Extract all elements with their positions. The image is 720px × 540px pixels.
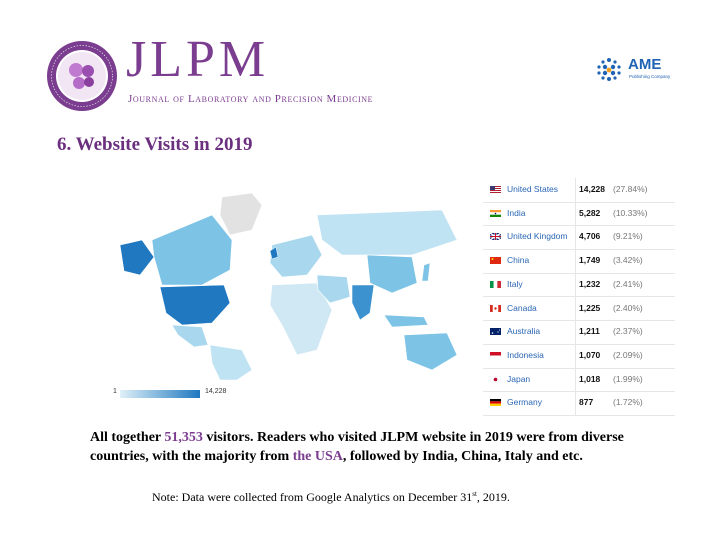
jlpm-seal-logo [47, 41, 117, 111]
column-divider [575, 367, 576, 392]
visit-count: 1,232 [579, 278, 601, 289]
visit-count: 14,228 [579, 184, 605, 194]
visit-percentage: (9.21%) [613, 231, 643, 242]
visit-percentage: (2.40%) [613, 302, 643, 313]
map-legend-gradient [120, 390, 200, 398]
column-divider [575, 225, 576, 250]
cn-flag-icon [490, 257, 501, 265]
country-name[interactable]: Japan [507, 373, 531, 384]
map-region-greenland [219, 192, 263, 236]
column-divider [575, 201, 576, 226]
map-region-australia [403, 332, 458, 371]
map-legend-min: 1 [113, 388, 117, 395]
column-divider [575, 249, 576, 273]
column-divider [575, 343, 576, 368]
country-name[interactable]: Italy [507, 278, 523, 289]
table-row[interactable]: Italy 1,232 (2.41%) [483, 272, 675, 298]
map-region-europe [269, 234, 323, 278]
map-region-canada [151, 214, 233, 286]
visit-count: 4,706 [579, 231, 601, 242]
column-divider [575, 272, 576, 297]
table-row[interactable]: Indonesia 1,070 (2.09%) [483, 343, 675, 369]
map-region-russia [316, 209, 458, 256]
table-row[interactable]: China 1,749 (3.42%) [483, 249, 675, 274]
table-row[interactable]: United Kingdom 4,706 (9.21%) [483, 225, 675, 251]
us-flag-icon [490, 186, 501, 193]
ca-flag-icon [490, 304, 501, 312]
map-region-china [366, 254, 418, 294]
map-region-middle-east [316, 274, 351, 304]
table-row[interactable]: Germany 877 (1.72%) [483, 391, 675, 416]
ame-logo-text: AME [628, 56, 662, 73]
visit-percentage: (3.42%) [613, 255, 643, 266]
map-region-usa [159, 284, 231, 326]
visit-count: 1,018 [579, 373, 601, 384]
ame-logo-subtext: Publishing Company [629, 74, 671, 79]
visit-percentage: (2.41%) [613, 278, 643, 289]
table-row[interactable]: Japan 1,018 (1.99%) [483, 367, 675, 393]
column-divider [575, 320, 576, 344]
note-text-before: Note: Data were collected from Google An… [152, 490, 473, 504]
it-flag-icon [490, 280, 501, 288]
country-name[interactable]: China [507, 255, 530, 266]
visit-percentage: (10.33%) [613, 207, 648, 218]
au-flag-icon [490, 328, 501, 336]
visit-count: 1,070 [579, 349, 601, 360]
map-region-alaska [119, 239, 155, 276]
summary-text-2: visitors. Readers who visited JLPM websi… [90, 430, 624, 464]
de-flag-icon [490, 399, 501, 407]
country-name[interactable]: Indonesia [507, 349, 544, 360]
ame-dots-icon [597, 58, 621, 81]
in-flag-icon [490, 209, 501, 217]
summary-text-1: All together [90, 430, 165, 445]
visit-count: 877 [579, 397, 594, 408]
country-name[interactable]: United States [507, 184, 559, 194]
column-divider [575, 296, 576, 321]
visit-count: 5,282 [579, 207, 601, 218]
country-visits-table: United States 14,228 (27.84%) India 5,282 (10… [483, 178, 675, 416]
note-text-after: , 2019. [476, 490, 510, 504]
country-name[interactable]: Canada [507, 302, 537, 313]
column-divider [575, 178, 576, 202]
map-region-south-america [209, 344, 253, 380]
column-divider [575, 391, 576, 415]
visit-count: 1,225 [579, 302, 601, 313]
map-region-mexico [171, 324, 209, 348]
visit-count: 1,211 [579, 326, 600, 337]
table-row[interactable]: Canada 1,225 (2.40%) [483, 296, 675, 322]
top-country: the USA [292, 449, 343, 464]
map-legend-max: 14,228 [205, 388, 227, 395]
summary-paragraph: All together 51,353 visitors. Readers wh… [90, 428, 670, 466]
data-source-note: Note: Data were collected from Google An… [152, 490, 510, 505]
table-row[interactable]: Australia 1,211 (2.37%) [483, 320, 675, 345]
map-region-indonesia [383, 314, 429, 328]
country-name[interactable]: India [507, 207, 526, 218]
journal-full-name: Journal of Laboratory and Precision Medi… [128, 93, 374, 105]
id-flag-icon [490, 351, 501, 359]
visit-percentage: (2.09%) [613, 349, 643, 360]
jp-flag-icon [490, 375, 501, 383]
visit-count: 1,749 [579, 255, 601, 266]
note-superscript: st [472, 490, 477, 498]
country-name[interactable]: United Kingdom [507, 231, 568, 242]
table-row[interactable]: United States 14,228 (27.84%) [483, 178, 675, 203]
map-region-india [351, 284, 375, 321]
table-row[interactable]: India 5,282 (10.33%) [483, 201, 675, 227]
journal-abbrev: JLPM [126, 31, 270, 88]
country-name[interactable]: Australia [507, 326, 541, 337]
visit-percentage: (1.99%) [613, 373, 643, 384]
ame-publisher-logo: AME Publishing Company [594, 54, 674, 84]
gb-flag-icon [490, 233, 501, 241]
visit-percentage: (1.72%) [613, 397, 643, 408]
world-visits-map [119, 192, 458, 380]
section-title: 6. Website Visits in 2019 [57, 134, 253, 155]
total-visitors: 51,353 [164, 430, 203, 445]
summary-text-3: , followed by India, China, Italy and et… [342, 449, 583, 464]
map-region-japan [421, 262, 431, 282]
visit-percentage: (2.37%) [613, 326, 643, 337]
visit-percentage: (27.84%) [613, 184, 648, 194]
country-name[interactable]: Germany [507, 397, 542, 408]
map-region-uk [269, 246, 279, 260]
